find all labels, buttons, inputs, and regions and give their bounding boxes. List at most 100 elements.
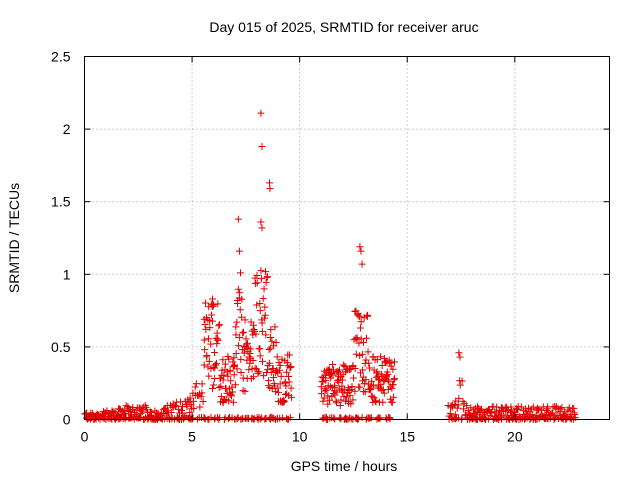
data-point: [207, 340, 215, 348]
data-point: [549, 409, 557, 417]
data-point: [570, 404, 578, 412]
data-point: [261, 311, 269, 319]
data-point: [199, 398, 207, 406]
data-point: [241, 316, 249, 324]
data-point: [329, 371, 337, 379]
data-point: [225, 397, 233, 405]
data-point: [137, 410, 145, 418]
data-point: [347, 400, 355, 408]
data-point: [322, 376, 330, 384]
data-point: [267, 326, 275, 334]
data-point: [263, 273, 271, 281]
data-point: [285, 378, 293, 386]
data-point: [200, 336, 208, 344]
data-point: [479, 410, 487, 418]
data-point: [183, 403, 191, 411]
data-point: [210, 348, 218, 356]
y-tick-label: 1: [63, 266, 71, 282]
data-point: [237, 369, 245, 377]
data-point: [250, 373, 258, 381]
data-point: [343, 393, 351, 401]
data-point: [198, 380, 206, 388]
data-point: [257, 109, 265, 117]
data-point: [276, 361, 284, 369]
data-point: [460, 405, 468, 413]
data-point: [336, 402, 344, 410]
data-point: [356, 324, 364, 332]
data-point: [200, 414, 208, 422]
data-point: [225, 355, 233, 363]
y-tick-label: 0: [63, 412, 71, 428]
data-point: [232, 331, 240, 339]
data-point: [205, 357, 213, 365]
data-point: [256, 307, 264, 315]
data-point: [355, 339, 363, 347]
data-point: [233, 318, 241, 326]
data-point: [213, 359, 221, 367]
data-point: [253, 272, 261, 280]
data-point: [553, 411, 561, 419]
data-point: [329, 361, 337, 369]
data-point: [325, 396, 333, 404]
data-point: [209, 384, 217, 392]
data-point: [275, 366, 283, 374]
data-point: [328, 393, 336, 401]
data-point: [368, 377, 376, 385]
data-point: [174, 405, 182, 413]
data-point: [282, 382, 290, 390]
data-point: [214, 336, 222, 344]
data-point: [455, 395, 463, 403]
data-point: [382, 372, 390, 380]
data-point: [356, 313, 364, 321]
data-point: [349, 396, 357, 404]
data-point: [356, 383, 364, 391]
data-point: [245, 366, 253, 374]
grid: [84, 56, 610, 420]
data-point: [387, 359, 395, 367]
data-point: [186, 394, 194, 402]
data-point: [209, 295, 217, 303]
data-point: [326, 370, 334, 378]
data-point: [261, 303, 269, 311]
data-point: [357, 247, 365, 255]
data-point: [320, 394, 328, 402]
data-point: [287, 384, 295, 392]
data-point: [253, 301, 261, 309]
data-point: [241, 387, 249, 395]
data-point: [265, 345, 273, 353]
data-point: [354, 415, 362, 423]
data-point: [268, 337, 276, 345]
data-point: [146, 408, 154, 416]
data-point: [208, 311, 216, 319]
data-point: [379, 398, 387, 406]
data-point: [277, 372, 285, 380]
data-point: [350, 336, 358, 344]
data-point: [229, 363, 237, 371]
data-point: [239, 329, 247, 337]
x-axis-label: GPS time / hours: [291, 458, 398, 474]
data-point: [352, 334, 360, 342]
data-point: [389, 381, 397, 389]
data-point: [391, 375, 399, 383]
data-point: [215, 384, 223, 392]
data-point: [230, 354, 238, 362]
data-point: [189, 414, 197, 422]
data-point: [259, 357, 267, 365]
data-point: [389, 365, 397, 373]
data-points: [81, 109, 579, 423]
data-point: [358, 350, 366, 358]
chart-title: Day 015 of 2025, SRMTID for receiver aru…: [209, 19, 478, 35]
data-point: [358, 260, 366, 268]
data-point: [230, 371, 238, 379]
data-point: [254, 370, 262, 378]
data-point: [236, 306, 244, 314]
data-point: [285, 351, 293, 359]
data-point: [190, 404, 198, 412]
data-point: [191, 383, 199, 391]
data-point: [258, 319, 266, 327]
data-point: [210, 381, 218, 389]
data-point: [233, 365, 241, 373]
data-point: [288, 393, 296, 401]
data-point: [272, 339, 280, 347]
data-point: [257, 218, 265, 226]
